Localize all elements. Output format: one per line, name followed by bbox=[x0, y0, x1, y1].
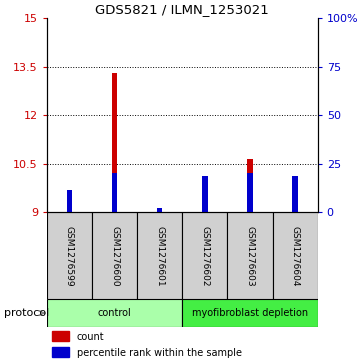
Text: GSM1276604: GSM1276604 bbox=[291, 226, 300, 286]
Bar bbox=[52, 331, 69, 341]
Bar bbox=[247, 172, 253, 212]
Bar bbox=[112, 73, 117, 212]
Text: GSM1276600: GSM1276600 bbox=[110, 225, 119, 286]
Bar bbox=[273, 212, 318, 299]
Title: GDS5821 / ILMN_1253021: GDS5821 / ILMN_1253021 bbox=[95, 3, 269, 16]
Text: GSM1276599: GSM1276599 bbox=[65, 225, 74, 286]
Bar bbox=[182, 299, 318, 327]
Text: GSM1276602: GSM1276602 bbox=[200, 226, 209, 286]
Text: percentile rank within the sample: percentile rank within the sample bbox=[77, 348, 242, 358]
Bar bbox=[67, 190, 72, 212]
Bar bbox=[182, 212, 227, 299]
Bar bbox=[292, 206, 298, 212]
Bar bbox=[292, 176, 298, 212]
Text: GSM1276603: GSM1276603 bbox=[245, 225, 255, 286]
Text: myofibroblast depletion: myofibroblast depletion bbox=[192, 308, 308, 318]
Bar bbox=[202, 206, 208, 212]
Bar bbox=[112, 172, 117, 212]
Bar bbox=[47, 212, 92, 299]
Bar bbox=[202, 176, 208, 212]
Bar bbox=[92, 212, 137, 299]
Text: protocol: protocol bbox=[4, 308, 49, 318]
Bar bbox=[137, 212, 182, 299]
Bar bbox=[247, 159, 253, 212]
Bar bbox=[67, 206, 72, 212]
Bar bbox=[47, 299, 182, 327]
Text: GSM1276601: GSM1276601 bbox=[155, 225, 164, 286]
Bar bbox=[157, 208, 162, 212]
Text: control: control bbox=[98, 308, 131, 318]
Bar bbox=[227, 212, 273, 299]
Text: count: count bbox=[77, 332, 104, 342]
Bar bbox=[52, 347, 69, 357]
